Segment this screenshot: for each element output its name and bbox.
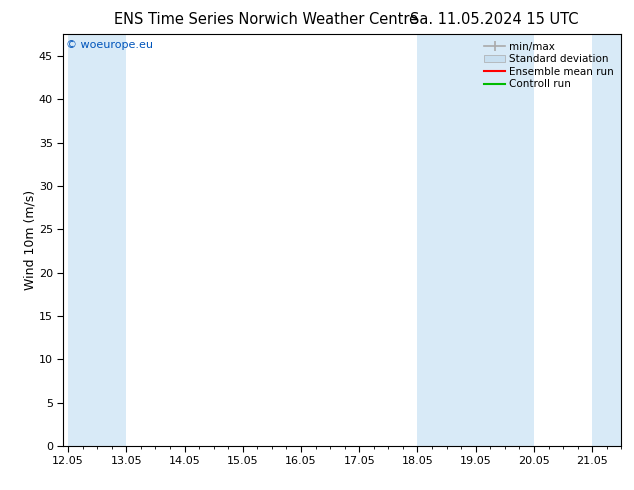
Bar	[68, 34, 126, 446]
Bar	[417, 34, 534, 446]
Text: © woeurope.eu: © woeurope.eu	[66, 41, 153, 50]
Text: Sa. 11.05.2024 15 UTC: Sa. 11.05.2024 15 UTC	[410, 12, 579, 27]
Bar	[592, 34, 621, 446]
Y-axis label: Wind 10m (m/s): Wind 10m (m/s)	[23, 190, 36, 290]
Legend: min/max, Standard deviation, Ensemble mean run, Controll run: min/max, Standard deviation, Ensemble me…	[482, 40, 616, 92]
Text: ENS Time Series Norwich Weather Centre: ENS Time Series Norwich Weather Centre	[114, 12, 418, 27]
